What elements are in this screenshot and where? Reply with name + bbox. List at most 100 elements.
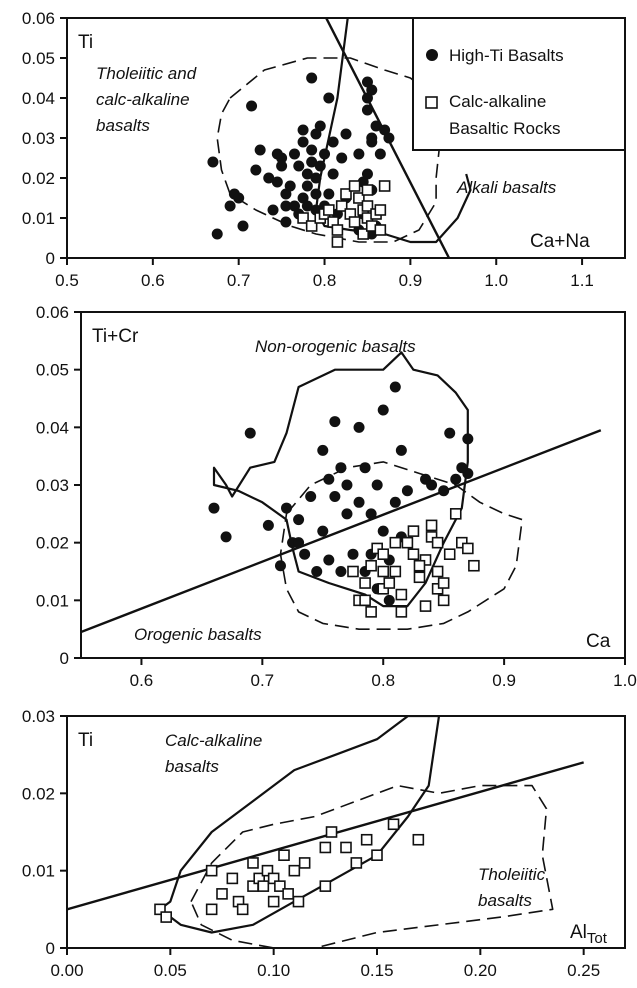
x-tick-label: 0.8 (313, 271, 337, 290)
data-point-calc-alkaline (407, 548, 420, 561)
data-point-calc-alkaline (305, 220, 318, 232)
y-tick-label: 0.06 (22, 9, 55, 28)
data-point-calc-alkaline (319, 841, 332, 854)
x-tick-label: 0.20 (464, 961, 497, 980)
y-tick-label: 0.05 (22, 49, 55, 68)
data-point-calc-alkaline (261, 864, 274, 877)
y-tick-label: 0.03 (36, 476, 69, 495)
panel-3-region-label-tholeiitic-1: Tholeiitic (478, 865, 546, 884)
x-tick-label: 0.05 (154, 961, 187, 980)
y-tick-label: 0.01 (22, 862, 55, 881)
data-point-high-ti (207, 156, 219, 168)
y-tick-label: 0.05 (36, 361, 69, 380)
data-point-calc-alkaline (462, 542, 474, 555)
data-point-calc-alkaline (360, 833, 373, 846)
data-point-high-ti (284, 180, 296, 192)
data-point-high-ti (314, 120, 326, 132)
data-point-calc-alkaline (348, 216, 361, 228)
data-point-high-ti (323, 188, 335, 200)
data-point-high-ti (310, 188, 322, 200)
data-point-calc-alkaline (437, 577, 450, 589)
data-point-calc-alkaline (323, 204, 335, 216)
data-point-calc-alkaline (361, 200, 374, 212)
data-point-calc-alkaline (437, 594, 450, 607)
panel-1-axis-label: Ca+Na (530, 231, 590, 252)
legend-label-high-ti: High-Ti Basalts (449, 46, 564, 65)
data-point-high-ti (317, 444, 329, 456)
data-point-calc-alkaline (359, 577, 371, 589)
panel-2-data-points (208, 381, 480, 618)
data-point-calc-alkaline (226, 872, 239, 885)
data-point-high-ti (361, 168, 373, 180)
data-point-calc-alkaline (154, 903, 166, 916)
x-tick-label: 0.9 (492, 671, 516, 690)
data-point-calc-alkaline (387, 818, 400, 831)
field-boundary-dashed (216, 57, 442, 243)
panel-3-corner-label: Ti (78, 730, 93, 751)
panel-3-data-points (154, 818, 425, 923)
data-point-calc-alkaline (247, 857, 259, 869)
y-tick-label: 0.03 (22, 129, 55, 148)
data-point-calc-alkaline (325, 826, 338, 838)
data-point-high-ti (353, 496, 365, 508)
data-point-high-ti (438, 485, 450, 497)
data-point-calc-alkaline (350, 857, 363, 869)
data-point-calc-alkaline (278, 849, 290, 862)
x-tick-label: 1.1 (570, 271, 594, 290)
data-point-high-ti (319, 148, 331, 160)
data-point-calc-alkaline (401, 536, 414, 549)
data-point-calc-alkaline (431, 536, 444, 549)
data-point-high-ti (281, 502, 293, 514)
data-point-calc-alkaline (160, 911, 172, 923)
data-point-high-ti (323, 92, 335, 104)
data-point-high-ti (301, 180, 313, 192)
data-point-calc-alkaline (425, 519, 438, 532)
panel-3-axis-label-main: Al (570, 922, 587, 943)
data-point-high-ti (233, 192, 245, 204)
y-tick-label: 0.02 (22, 169, 55, 188)
panel-1-y-ticks: 0 0.01 0.02 0.03 0.04 0.05 0.06 (22, 9, 67, 268)
x-tick-label: 0.6 (130, 671, 154, 690)
data-point-high-ti (370, 120, 382, 132)
data-point-high-ti (267, 204, 279, 216)
data-point-high-ti (306, 72, 318, 84)
data-point-high-ti (395, 444, 407, 456)
data-point-high-ti (293, 514, 305, 526)
panel-3-region-label-tholeiitic-2: basalts (478, 891, 532, 910)
x-tick-label: 0.7 (251, 671, 275, 690)
data-point-calc-alkaline (257, 880, 270, 892)
field-boundary-dashed (279, 461, 523, 630)
x-tick-label: 1.0 (613, 671, 637, 690)
data-point-high-ti (317, 525, 329, 537)
data-point-high-ti (293, 160, 305, 172)
y-tick-label: 0.02 (36, 534, 69, 553)
panel-3-axis-label-sub: Tot (587, 930, 608, 947)
legend-label-calc-alkaline-2: Basaltic Rocks (449, 119, 560, 138)
data-point-high-ti (250, 164, 262, 176)
x-tick-label: 0.8 (371, 671, 395, 690)
data-point-high-ti (297, 136, 309, 148)
data-point-calc-alkaline (365, 606, 377, 618)
legend-marker-calc-alkaline (425, 96, 438, 109)
data-point-calc-alkaline (348, 180, 361, 192)
y-tick-label: 0.06 (36, 303, 69, 322)
y-tick-label: 0 (46, 939, 55, 958)
data-point-calc-alkaline (347, 565, 359, 578)
data-point-calc-alkaline (377, 548, 390, 561)
data-point-calc-alkaline (374, 224, 387, 236)
panel-2-y-ticks: 0 0.01 0.02 0.03 0.04 0.05 0.06 (36, 303, 81, 668)
data-point-high-ti (301, 168, 313, 180)
panel-1-region-label-line-2: calc-alkaline (96, 90, 190, 109)
legend-marker-high-ti (426, 49, 438, 61)
panel-2-region-label-non-orogenic: Non-orogenic basalts (255, 337, 416, 356)
panel-3-ti-vs-altot: 0.00 0.05 0.10 0.15 0.20 0.25 0 0.01 0.02 0.03 T… (22, 707, 626, 980)
data-point-calc-alkaline (292, 895, 305, 908)
panel-1-corner-label: Ti (78, 32, 93, 53)
data-point-calc-alkaline (374, 204, 387, 216)
legend: High-Ti Basalts Calc-alkaline Basaltic R… (412, 17, 626, 151)
data-point-calc-alkaline (377, 565, 390, 578)
data-point-high-ti (246, 100, 258, 112)
panel-1-region-label-line-3: basalts (96, 116, 150, 135)
data-point-calc-alkaline (331, 236, 344, 248)
